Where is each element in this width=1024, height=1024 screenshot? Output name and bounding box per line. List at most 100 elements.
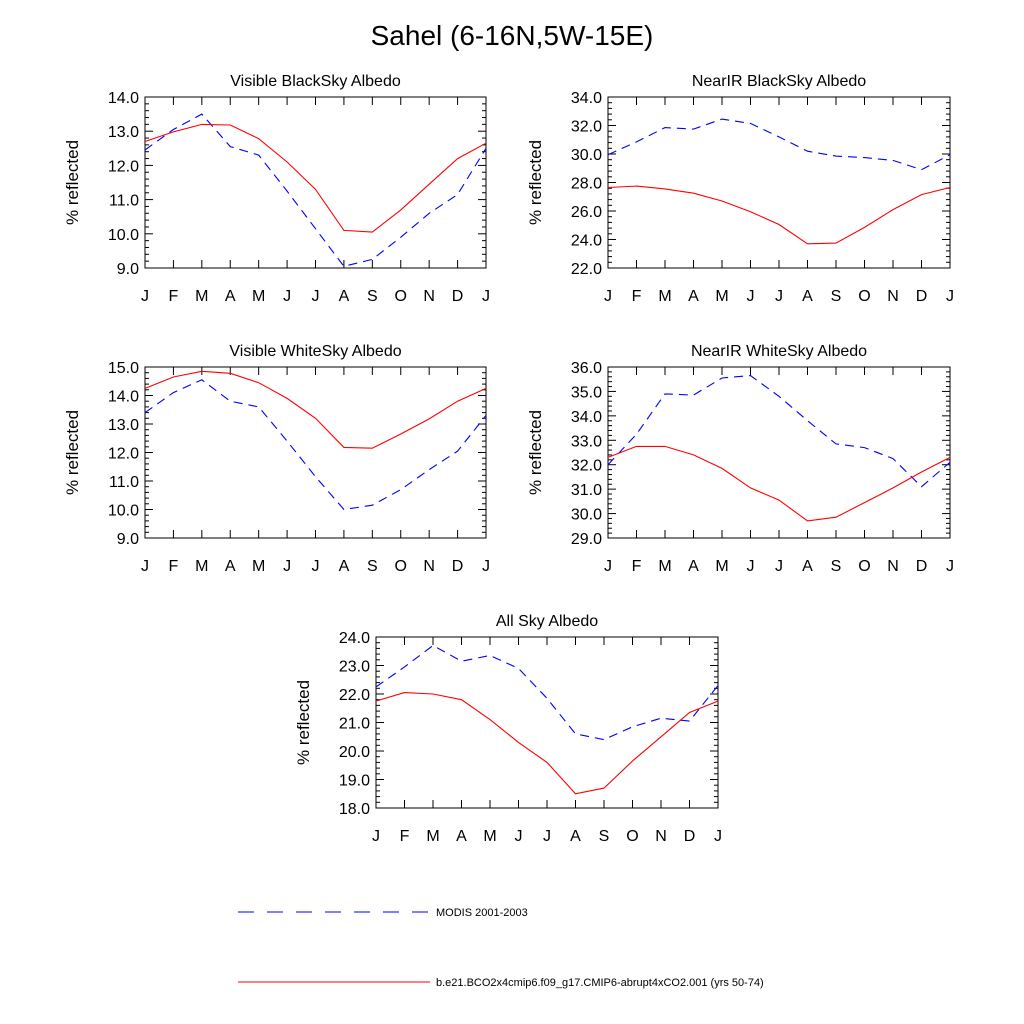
x-tick-label: J <box>372 828 380 845</box>
x-tick-label: A <box>688 558 699 575</box>
y-tick-label: 28.0 <box>571 176 602 193</box>
y-tick-label: 32.0 <box>571 458 602 475</box>
y-tick-label: 35.0 <box>571 384 602 401</box>
plot-frame <box>607 96 951 269</box>
x-tick-label: J <box>312 288 320 305</box>
x-tick-label: J <box>141 558 149 575</box>
x-tick-label: F <box>632 558 642 575</box>
x-tick-label: J <box>946 558 954 575</box>
y-tick-label: 13.0 <box>108 417 139 434</box>
x-tick-label: A <box>802 558 813 575</box>
x-tick-label: O <box>626 828 638 845</box>
plot-frame <box>144 366 487 539</box>
y-tick-label: 34.0 <box>571 409 602 426</box>
y-tick-label: 31.0 <box>571 482 602 499</box>
x-tick-label: A <box>339 288 350 305</box>
x-tick-label: F <box>169 558 179 575</box>
y-tick-label: 19.0 <box>339 773 370 790</box>
y-axis-label: % reflected <box>526 140 545 225</box>
y-tick-label: 21.0 <box>339 716 370 733</box>
y-tick-label: 22.0 <box>571 261 602 278</box>
x-tick-label: D <box>452 558 464 575</box>
x-tick-label: J <box>946 288 954 305</box>
plot-frame <box>375 636 719 809</box>
legend: MODIS 2001-2003 b.e21.BCO2x4cmip6.f09_g17… <box>238 907 764 989</box>
panel-title: NearIR BlackSky Albedo <box>692 73 866 90</box>
y-tick-label: 10.0 <box>108 227 139 244</box>
model-series-line <box>607 445 951 522</box>
x-tick-label: N <box>887 288 899 305</box>
model-series-line <box>144 123 487 233</box>
x-tick-label: S <box>367 288 378 305</box>
x-tick-label: F <box>169 288 179 305</box>
modis-series-line <box>607 375 951 488</box>
y-tick-label: 18.0 <box>339 801 370 818</box>
x-tick-label: N <box>887 558 899 575</box>
x-tick-label: A <box>688 288 699 305</box>
model-series-line <box>607 185 951 245</box>
x-tick-label: M <box>658 558 671 575</box>
x-tick-label: N <box>423 288 435 305</box>
x-tick-label: J <box>604 288 612 305</box>
x-tick-label: F <box>400 828 410 845</box>
y-tick-label: 10.0 <box>108 503 139 520</box>
y-tick-label: 26.0 <box>571 204 602 221</box>
x-tick-label: A <box>802 288 813 305</box>
y-axis-label: % reflected <box>63 140 82 225</box>
y-tick-label: 24.0 <box>571 233 602 250</box>
x-tick-label: J <box>604 558 612 575</box>
x-tick-label: A <box>225 288 236 305</box>
x-tick-label: O <box>858 288 870 305</box>
y-tick-label: 30.0 <box>571 147 602 164</box>
x-tick-label: F <box>632 288 642 305</box>
x-tick-label: M <box>252 288 265 305</box>
model-series-line <box>144 370 487 449</box>
y-tick-label: 23.0 <box>339 659 370 676</box>
x-tick-label: J <box>482 558 490 575</box>
x-tick-label: O <box>395 288 407 305</box>
x-tick-label: D <box>684 828 696 845</box>
plot-frame <box>607 366 951 539</box>
x-tick-label: S <box>367 558 378 575</box>
y-tick-label: 13.0 <box>108 124 139 141</box>
panel-title: All Sky Albedo <box>496 613 598 630</box>
x-tick-label: M <box>715 288 728 305</box>
x-tick-label: J <box>283 558 291 575</box>
y-tick-label: 29.0 <box>571 531 602 548</box>
modis-series-line <box>144 113 487 267</box>
x-tick-label: J <box>747 288 755 305</box>
x-tick-label: M <box>195 288 208 305</box>
x-tick-label: J <box>312 558 320 575</box>
x-tick-label: M <box>715 558 728 575</box>
x-tick-label: D <box>452 288 464 305</box>
x-tick-label: A <box>339 558 350 575</box>
x-tick-label: N <box>423 558 435 575</box>
panel-title: Visible BlackSky Albedo <box>230 73 401 90</box>
x-tick-label: M <box>426 828 439 845</box>
y-tick-label: 11.0 <box>109 474 139 491</box>
panel-title: Visible WhiteSky Albedo <box>229 343 401 360</box>
y-axis-label: % reflected <box>526 410 545 495</box>
y-tick-label: 20.0 <box>339 744 370 761</box>
x-tick-label: M <box>195 558 208 575</box>
chart-panel-2: NearIR BlackSky Albedo % reflected 22.0 24.… <box>526 73 954 305</box>
modis-series-line <box>607 118 951 171</box>
x-tick-label: J <box>775 288 783 305</box>
y-tick-label: 22.0 <box>339 687 370 704</box>
y-tick-label: 12.0 <box>108 158 139 175</box>
y-tick-label: 14.0 <box>108 389 139 406</box>
y-tick-label: 12.0 <box>108 446 139 463</box>
y-tick-label: 15.0 <box>108 360 139 377</box>
y-tick-label: 33.0 <box>571 433 602 450</box>
x-tick-label: J <box>747 558 755 575</box>
y-axis-label: % reflected <box>294 680 313 765</box>
legend-model-label: b.e21.BCO2x4cmip6.f09_g17.CMIP6-abrupt4x… <box>436 977 764 989</box>
y-tick-label: 9.0 <box>117 261 139 278</box>
x-tick-label: D <box>916 288 928 305</box>
x-tick-label: D <box>916 558 928 575</box>
x-tick-label: A <box>456 828 467 845</box>
x-tick-label: A <box>570 828 581 845</box>
x-tick-label: A <box>225 558 236 575</box>
x-tick-label: J <box>283 288 291 305</box>
